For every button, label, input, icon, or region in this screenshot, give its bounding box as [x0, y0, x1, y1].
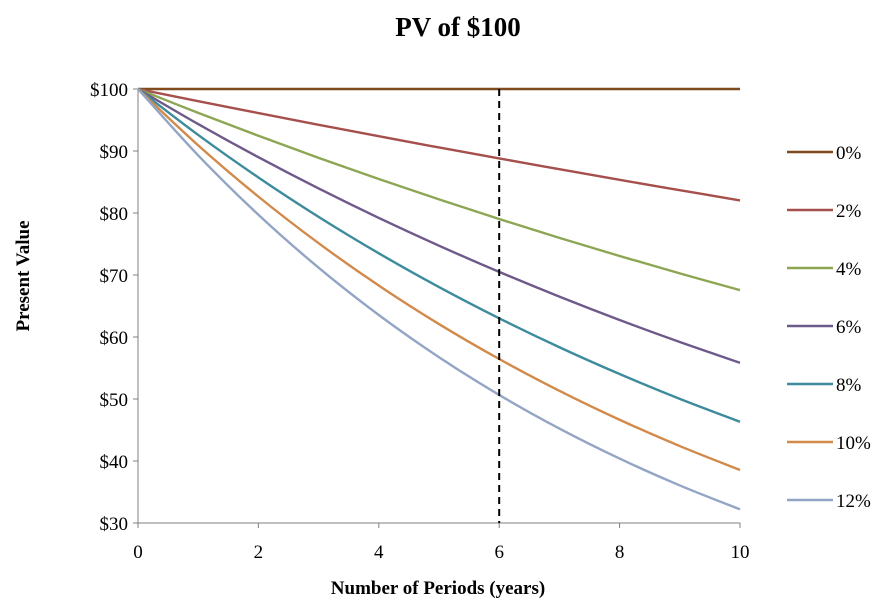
x-tick-label: 2: [254, 542, 264, 563]
series-line-2-pct: [137, 87, 741, 202]
x-ticks: 0 2 4 6 8 10: [133, 523, 750, 563]
y-tick-label: $60: [100, 328, 129, 349]
y-tick-label: $40: [100, 452, 129, 473]
legend-item: 8%: [787, 375, 862, 396]
x-tick-label: 0: [133, 542, 143, 563]
x-tick-label: 6: [494, 542, 504, 563]
y-ticks: $30 $40 $50 $60 $70 $80 $90 $100: [90, 80, 138, 535]
y-tick-label: $30: [100, 514, 129, 535]
series-line-12-pct: [137, 88, 741, 511]
chart-title: PV of $100: [395, 12, 521, 42]
x-tick-label: 4: [374, 542, 384, 563]
legend-item: 6%: [787, 317, 862, 338]
legend: 0% 2% 4% 6% 8% 10% 12%: [787, 143, 871, 512]
x-tick-label: 8: [615, 542, 625, 563]
y-tick-label: $50: [100, 390, 129, 411]
series-line-4-pct: [137, 87, 741, 292]
legend-item: 4%: [787, 259, 862, 280]
series-lines: [137, 87, 741, 511]
legend-label: 2%: [836, 201, 862, 222]
chart-axes: [137, 89, 740, 524]
series-line-10-pct: [137, 88, 741, 472]
y-tick-label: $90: [100, 142, 129, 163]
legend-label: 6%: [836, 317, 862, 338]
legend-label: 12%: [836, 491, 871, 512]
legend-label: 8%: [836, 375, 862, 396]
y-axis-label: Present Value: [13, 220, 34, 331]
x-axis-label: Number of Periods (years): [331, 578, 545, 599]
legend-item: 2%: [787, 201, 862, 222]
y-tick-label: $80: [100, 204, 129, 225]
legend-label: 4%: [836, 259, 862, 280]
legend-item: 0%: [787, 143, 862, 164]
legend-label: 10%: [836, 433, 871, 454]
legend-label: 0%: [836, 143, 862, 164]
legend-item: 12%: [787, 491, 871, 512]
y-tick-label: $70: [100, 266, 129, 287]
legend-item: 10%: [787, 433, 871, 454]
y-tick-label: $100: [90, 80, 128, 101]
series-line-8-pct: [137, 88, 741, 423]
x-tick-label: 10: [731, 542, 750, 563]
series-line-6-pct: [137, 87, 741, 364]
